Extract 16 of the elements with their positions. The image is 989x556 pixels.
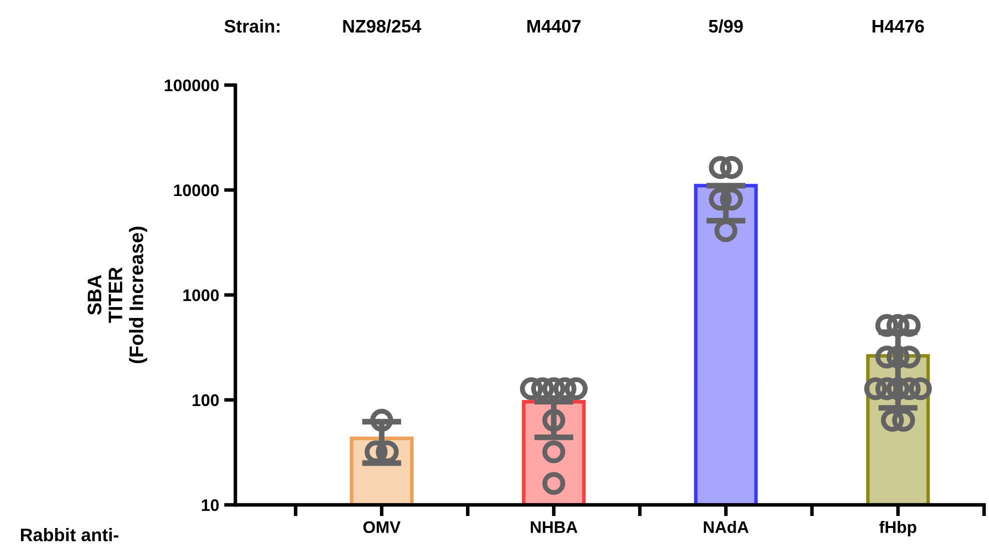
y-tick-label: 10: [202, 499, 219, 512]
text: NZ98/254: [343, 19, 422, 33]
x-tick-label: NHBA: [530, 521, 578, 533]
text: 5/99: [708, 19, 743, 33]
y-axis-title: SBA TITER (Fold Increase): [88, 226, 148, 364]
x-tick-label: fHbp: [879, 520, 916, 536]
text: Rabbit anti-: [20, 528, 118, 542]
y-tick-label: 1000: [183, 289, 219, 302]
text: Strain:: [224, 19, 280, 33]
y-tick-label: 10000: [174, 184, 219, 196]
text: M4407: [527, 20, 581, 33]
x-tick-label: OMV: [363, 521, 401, 534]
text: H4476: [872, 20, 924, 33]
y-tick-label: 100: [192, 394, 219, 406]
x-tick-label: NAdA: [704, 520, 749, 534]
y-tick-label: 100000: [164, 79, 219, 92]
